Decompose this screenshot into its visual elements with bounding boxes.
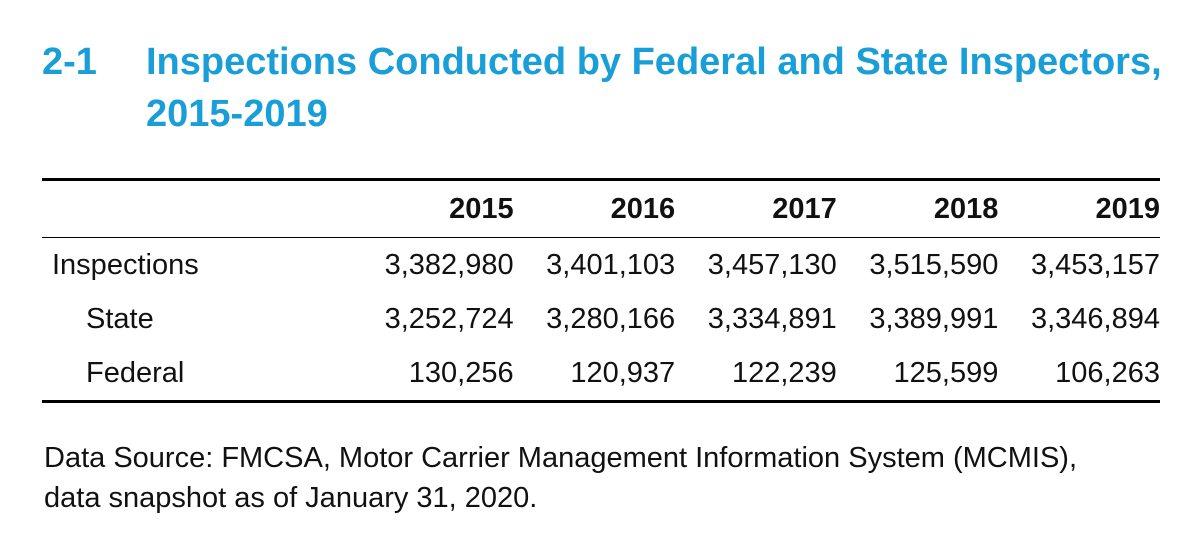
table-cell: 3,382,980	[384, 248, 514, 281]
data-source-note: Data Source: FMCSA, Motor Carrier Manage…	[44, 438, 1174, 518]
table-top-rule	[42, 178, 1160, 181]
table-cell: 3,346,894	[1030, 302, 1160, 335]
table-cell: 130,256	[408, 356, 514, 389]
column-header-2017: 2017	[772, 192, 837, 225]
table-cell: 120,937	[570, 356, 676, 389]
table-title: 2-1 Inspections Conducted by Federal and…	[42, 36, 1172, 140]
table-cell: 125,599	[893, 356, 999, 389]
table-cell: 3,457,130	[707, 248, 837, 281]
row-label-state: State	[86, 302, 154, 335]
table-number: 2-1	[42, 41, 97, 83]
table-cell: 3,389,991	[869, 302, 999, 335]
title-text: Inspections Conducted by Federal and Sta…	[146, 41, 1162, 83]
title-years: 2015-2019	[146, 93, 328, 135]
source-line-2: data snapshot as of January 31, 2020.	[44, 482, 538, 514]
table-bottom-rule	[42, 400, 1160, 403]
table-row-federal: Federal 130,256 120,937 122,239 125,599 …	[42, 346, 1160, 400]
column-header-2016: 2016	[610, 192, 676, 225]
table-cell: 3,252,724	[384, 302, 514, 335]
column-header-2018: 2018	[933, 192, 999, 225]
table-row-state: State 3,252,724 3,280,166 3,334,891 3,38…	[42, 292, 1160, 346]
column-header-2015: 2015	[449, 192, 514, 225]
title-line-1: 2-1 Inspections Conducted by Federal and…	[42, 36, 1172, 88]
table-cell: 3,280,166	[546, 302, 676, 335]
table-row-inspections: Inspections 3,382,980 3,401,103 3,457,13…	[42, 238, 1160, 293]
title-line-2: 2015-2019	[42, 88, 1172, 140]
data-table: 2015 2016 2017 2018 2019 Inspections 3,3…	[42, 181, 1160, 400]
column-header-2019: 2019	[1095, 192, 1160, 225]
table-cell: 3,401,103	[546, 248, 676, 281]
column-header-label	[42, 181, 352, 238]
table-cell: 106,263	[1055, 356, 1160, 389]
table-cell: 3,334,891	[707, 302, 837, 335]
header-row: 2015 2016 2017 2018 2019	[42, 181, 1160, 238]
row-label-inspections: Inspections	[52, 248, 199, 281]
source-line-1: Data Source: FMCSA, Motor Carrier Manage…	[44, 442, 1078, 474]
row-label-federal: Federal	[86, 356, 185, 389]
table-cell: 122,239	[731, 356, 837, 389]
table-cell: 3,515,590	[869, 248, 999, 281]
inspections-table: 2015 2016 2017 2018 2019 Inspections 3,3…	[42, 178, 1160, 403]
table-cell: 3,453,157	[1030, 248, 1160, 281]
